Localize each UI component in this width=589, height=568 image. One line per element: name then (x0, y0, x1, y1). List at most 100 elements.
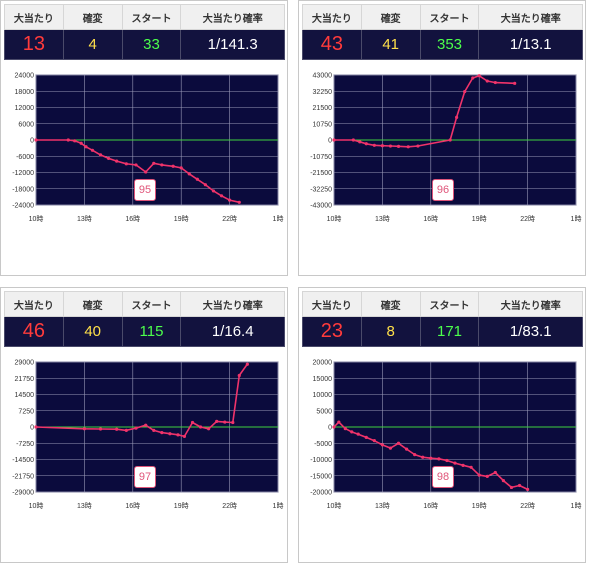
x-tick-label: 22時 (520, 502, 535, 510)
machine-number-link[interactable]: 98 (432, 466, 454, 488)
y-tick-label: -43000 (310, 203, 332, 210)
data-point (453, 461, 457, 465)
data-point (195, 177, 199, 181)
x-tick-label: 22時 (222, 502, 237, 510)
data-point (34, 138, 38, 142)
data-point (207, 427, 211, 431)
data-point (463, 90, 467, 94)
data-point (115, 159, 119, 163)
y-tick-label: -21750 (12, 473, 34, 480)
y-tick-label: 6000 (18, 121, 34, 128)
x-tick-label: 19時 (472, 502, 487, 510)
y-tick-label: -29000 (12, 490, 34, 497)
data-point (203, 183, 207, 187)
y-tick-label: 32250 (313, 89, 333, 96)
data-point (237, 373, 241, 378)
hits-value: 13 (4, 29, 64, 60)
y-tick-label: -12000 (12, 170, 34, 177)
hits-value: 43 (302, 29, 362, 60)
data-point (182, 434, 187, 439)
data-point (517, 483, 522, 488)
hits-value: 23 (302, 316, 362, 347)
y-tick-label: -18000 (12, 186, 34, 193)
x-tick-label: 10時 (327, 215, 342, 223)
y-tick-label: -14500 (12, 457, 34, 464)
stats-table: 大当たり 確変 スタート 大当たり確率 23 8 171 1/83.1 (302, 291, 583, 347)
data-point (34, 425, 38, 429)
x-tick-label: 13時 (375, 502, 390, 510)
data-point (343, 427, 347, 431)
data-point (90, 148, 95, 152)
panel-96: 大当たり 確変 スタート 大当たり確率 43 41 353 1/13.1 430… (298, 0, 586, 276)
header-kakuhen: 確変 (62, 291, 123, 317)
data-point (416, 144, 420, 148)
y-tick-label: 14500 (15, 392, 35, 399)
y-tick-label: -32250 (310, 186, 332, 193)
header-rate: 大当たり確率 (478, 4, 583, 30)
header-start: スタート (121, 291, 182, 317)
y-tick-label: 5000 (316, 408, 332, 415)
x-tick-label: 10時 (29, 215, 44, 223)
data-point (84, 145, 88, 149)
slump-chart: 29000 21750 14500 7250 0 -7250 -14500 -21750 -29… (12, 360, 283, 511)
data-point (372, 143, 376, 147)
data-point (223, 420, 227, 424)
data-point (228, 198, 232, 202)
data-point (179, 166, 183, 170)
data-point (134, 163, 138, 167)
stats-table: 大当たり 確変 スタート 大当たり確率 13 4 33 1/141.3 (4, 4, 285, 60)
data-point (396, 441, 401, 445)
start-value: 33 (121, 29, 182, 60)
y-tick-label: -10000 (310, 457, 332, 464)
header-hits: 大当たり (4, 4, 64, 30)
y-tick-label: -21500 (310, 170, 332, 177)
data-point (171, 164, 175, 168)
y-tick-label: 12000 (15, 105, 35, 112)
x-tick-label: 13時 (77, 502, 92, 510)
data-point (406, 145, 410, 149)
data-point (245, 362, 249, 366)
y-tick-label: -15000 (310, 473, 332, 480)
data-point (124, 428, 128, 432)
machine-number-link[interactable]: 97 (134, 466, 156, 488)
data-point (388, 446, 393, 450)
y-tick-label: -6000 (16, 154, 34, 161)
data-point (115, 427, 119, 431)
y-tick-label: 0 (328, 425, 332, 432)
data-point (471, 76, 475, 80)
header-rate: 大当たり確率 (478, 291, 583, 317)
data-point (509, 485, 514, 490)
slump-chart: 24000 18000 12000 6000 0 -6000 -12000 -18000 -24… (12, 73, 283, 224)
y-tick-label: 24000 (15, 73, 35, 80)
data-point (82, 427, 86, 431)
y-tick-label: 20000 (313, 360, 333, 367)
y-tick-label: -20000 (310, 490, 332, 497)
y-tick-label: 21750 (15, 376, 35, 383)
data-point (98, 153, 103, 157)
stats-table: 大当たり 確変 スタート 大当たり確率 46 40 115 1/16.4 (4, 291, 285, 347)
rate-value: 1/13.1 (478, 29, 583, 60)
header-start: スタート (419, 291, 480, 317)
header-rate: 大当たり確率 (180, 291, 285, 317)
x-tick-label: 22時 (520, 215, 535, 223)
kakuhen-value: 4 (62, 29, 123, 60)
data-point (144, 170, 148, 174)
header-kakuhen: 確変 (360, 4, 421, 30)
y-tick-label: -10750 (310, 154, 332, 161)
kakuhen-value: 40 (62, 316, 123, 347)
data-point (160, 163, 164, 167)
data-point (455, 115, 459, 119)
y-tick-label: 21500 (313, 105, 333, 112)
x-tick-label: 16時 (423, 502, 438, 510)
data-point (485, 474, 489, 478)
data-point (98, 427, 103, 431)
data-point (66, 138, 70, 142)
start-value: 115 (121, 316, 182, 347)
data-point (380, 144, 384, 148)
x-tick-label: 16時 (423, 215, 438, 223)
y-tick-label: -5000 (314, 441, 332, 448)
machine-number-link[interactable]: 95 (134, 179, 156, 201)
kakuhen-value: 41 (360, 29, 421, 60)
x-tick-label: 10時 (327, 502, 342, 510)
machine-number-link[interactable]: 96 (432, 179, 454, 201)
